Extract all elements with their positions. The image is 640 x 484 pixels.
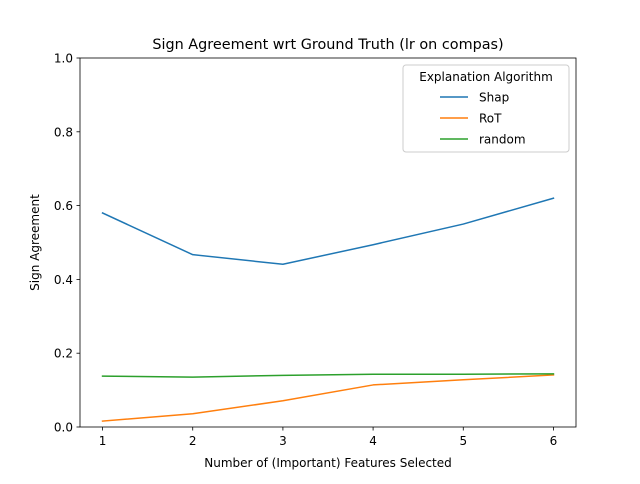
y-tick-label: 0.8	[54, 125, 73, 139]
x-tick-label: 4	[369, 434, 377, 448]
legend-items: Shap RoT random	[440, 91, 526, 147]
x-axis-ticks: 1 2 3 4 5 6	[99, 427, 558, 448]
y-tick-label: 0.2	[54, 347, 73, 361]
x-axis-label: Number of (Important) Features Selected	[204, 456, 452, 470]
legend: Explanation Algorithm Shap RoT random	[402, 64, 570, 153]
y-tick-label: 1.0	[54, 52, 73, 66]
y-axis-ticks: 0.0 0.2 0.4 0.6 0.8 1.0	[54, 52, 80, 435]
series-line-random	[101, 373, 555, 378]
chart-title: Sign Agreement wrt Ground Truth (lr on c…	[152, 37, 503, 53]
legend-label-random: random	[479, 133, 526, 147]
series-line-shap	[101, 197, 555, 266]
x-tick-label: 5	[459, 434, 467, 448]
y-axis-label: Sign Agreement	[28, 194, 42, 291]
plot-area	[101, 197, 555, 422]
legend-title: Explanation Algorithm	[419, 70, 553, 84]
x-tick-label: 6	[550, 434, 558, 448]
legend-box	[402, 64, 570, 153]
series-line-rot	[101, 374, 555, 422]
legend-label-rot: RoT	[479, 112, 502, 126]
y-tick-label: 0.0	[54, 421, 73, 435]
y-tick-label: 0.4	[54, 273, 73, 287]
x-tick-label: 3	[279, 434, 287, 448]
legend-label-shap: Shap	[479, 91, 509, 105]
axes-frame	[79, 57, 577, 428]
x-tick-label: 1	[99, 434, 107, 448]
y-tick-label: 0.6	[54, 199, 73, 213]
x-tick-label: 2	[189, 434, 197, 448]
